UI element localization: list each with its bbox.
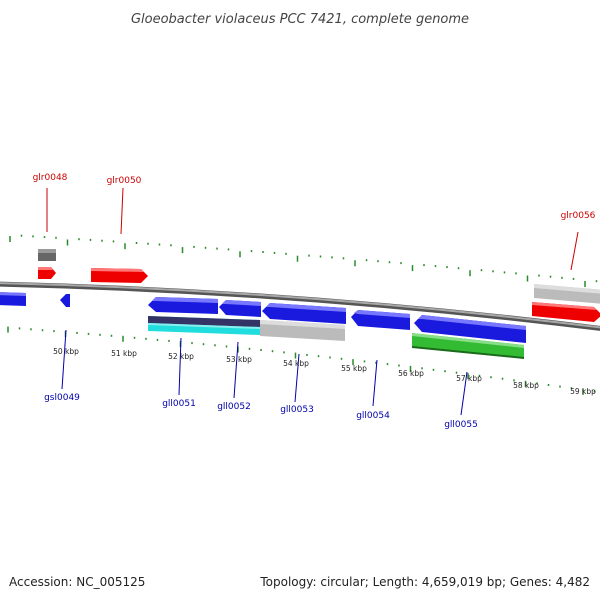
kbp-scale-labels: 50 kbp 51 kbp 52 kbp 53 kbp 54 kbp 55 kb… — [53, 347, 596, 396]
gene-feature-gsl0049[interactable] — [60, 294, 70, 307]
scale-label-56: 56 kbp — [398, 369, 424, 378]
gene-label-gll0051[interactable]: gll0051 — [162, 399, 196, 409]
genome-summary-text: Topology: circular; Length: 4,659,019 bp… — [259, 575, 590, 589]
gene-label-glr0048[interactable]: glr0048 — [33, 173, 68, 183]
map-title: Gloeobacter violaceus PCC 7421, complete… — [131, 12, 469, 27]
gene-label-gll0053[interactable]: gll0053 — [280, 405, 314, 415]
scale-label-53: 53 kbp — [226, 355, 252, 364]
forward-strand-features — [38, 249, 600, 322]
scale-label-58: 58 kbp — [513, 381, 539, 390]
gene-feature-gll0055-row2[interactable] — [412, 333, 524, 358]
reverse-gene-labels: gsl0049 gll0051 gll0052 gll0053 gll0054 … — [44, 393, 478, 430]
forward-tick-ruler — [9, 234, 598, 287]
scale-label-59: 59 kbp — [570, 387, 596, 396]
gene-label-glr0056[interactable]: glr0056 — [561, 211, 596, 221]
scale-label-54: 54 kbp — [283, 359, 309, 368]
forward-gene-labels: glr0048 glr0050 glr0056 — [33, 173, 596, 221]
scale-label-52: 52 kbp — [168, 352, 194, 361]
scale-label-50: 50 kbp — [53, 347, 79, 356]
gene-label-gll0052[interactable]: gll0052 — [217, 402, 251, 412]
scale-label-57: 57 kbp — [456, 374, 482, 383]
gene-feature-gll0055[interactable] — [414, 315, 526, 343]
genome-backbone — [0, 281, 600, 331]
reverse-strand-features — [0, 292, 526, 359]
gene-label-glr0050[interactable]: glr0050 — [107, 176, 142, 186]
label-leader-lines — [46, 187, 579, 416]
gene-label-gll0055[interactable]: gll0055 — [444, 420, 478, 430]
scale-label-55: 55 kbp — [341, 364, 367, 373]
gene-label-gll0054[interactable]: gll0054 — [356, 411, 390, 421]
reverse-tick-ruler — [7, 326, 596, 395]
gene-label-gsl0049[interactable]: gsl0049 — [44, 393, 80, 403]
accession-text: Accession: NC_005125 — [9, 575, 145, 589]
scale-label-51: 51 kbp — [111, 349, 137, 358]
